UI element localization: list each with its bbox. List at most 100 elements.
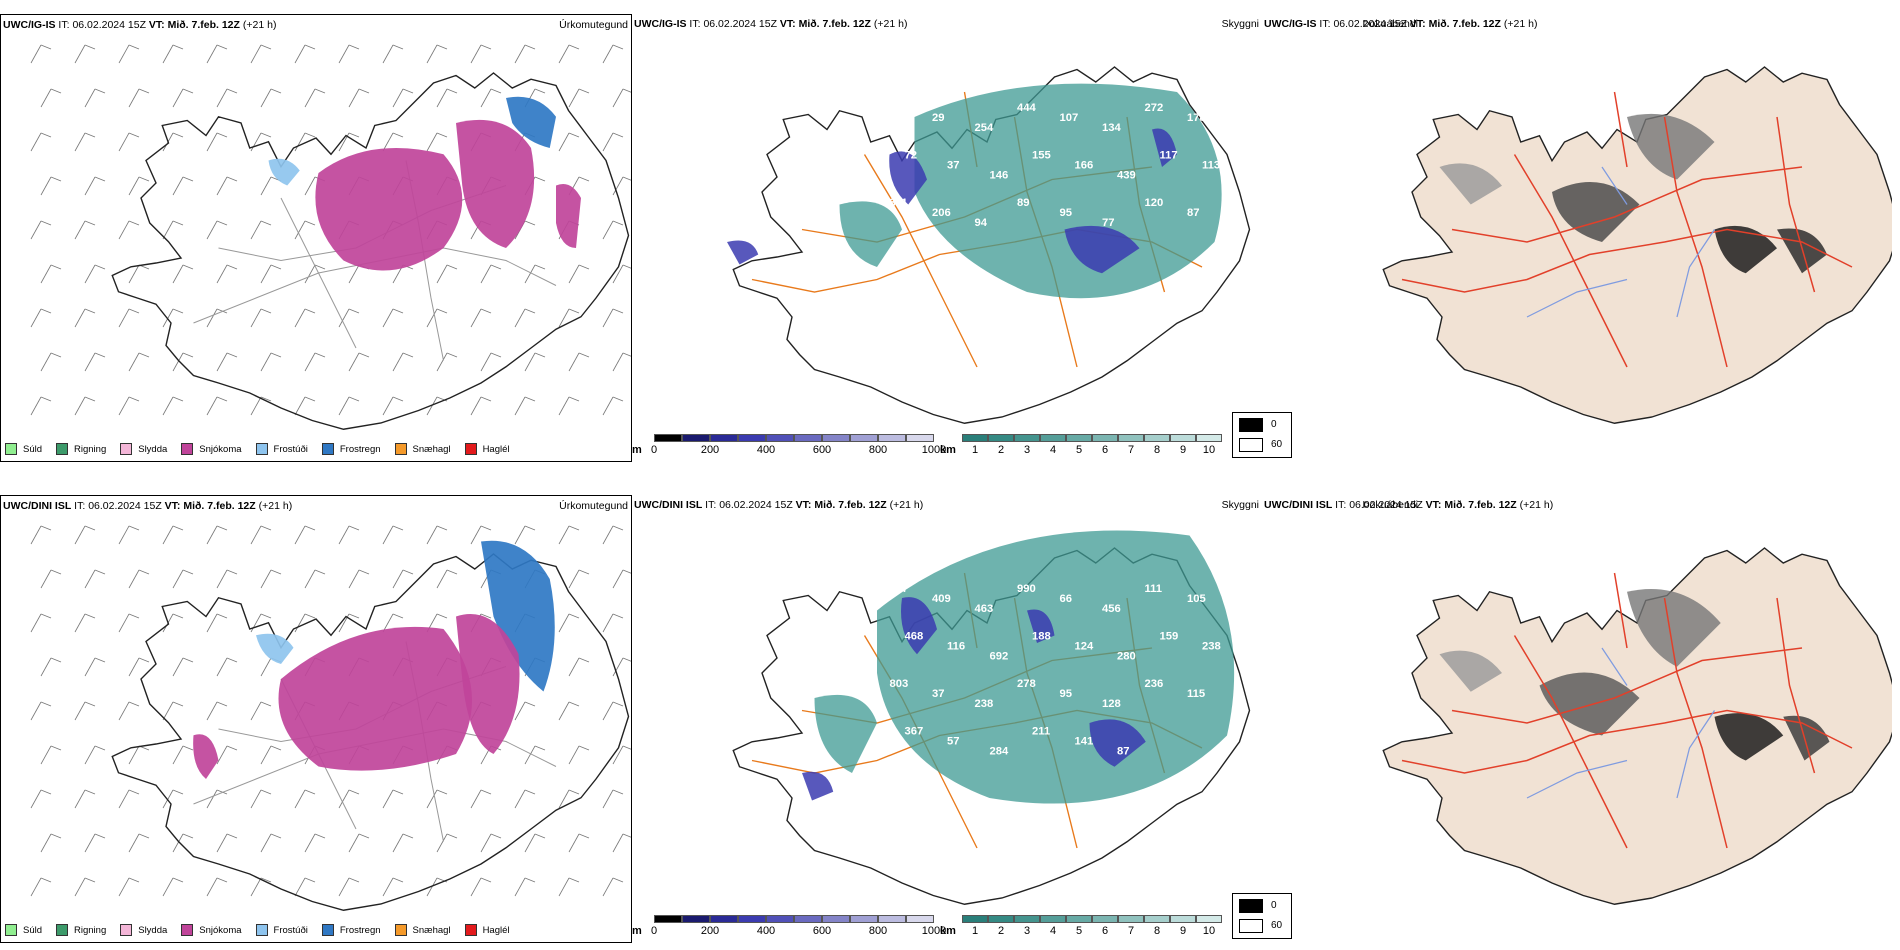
fog-legend: 0 60: [1232, 412, 1292, 458]
cloud-base-label: 37: [947, 159, 960, 171]
legend-item: Snæhagl: [394, 443, 451, 455]
wind-barb: [216, 264, 238, 284]
precip-area: [278, 626, 473, 771]
wind-barb: [40, 657, 62, 677]
colorbar-tick: 2: [997, 444, 1005, 456]
wind-barb: [84, 88, 106, 108]
legend-swatch: [394, 443, 407, 455]
wind-barb: [118, 44, 140, 64]
wind-barb: [612, 264, 631, 284]
wind-barb: [338, 877, 360, 897]
wind-barb: [392, 833, 414, 853]
colorbar-unit: km: [940, 925, 956, 937]
wind-barb: [304, 833, 326, 853]
wind-barb: [382, 396, 404, 416]
panel-title: UWC/DINI ISL IT: 06.02.2024 15Z VT: Mið.…: [1264, 499, 1554, 511]
wind-barb: [74, 613, 96, 633]
legend-item: Snjókoma: [181, 443, 242, 455]
wind-barb: [612, 352, 631, 372]
wind-barb: [558, 613, 580, 633]
wind-barb: [426, 525, 448, 545]
wind-barb: [602, 44, 624, 64]
colorbar-segment: [1014, 434, 1040, 442]
fog-legend: 0 60: [1232, 893, 1292, 939]
wind-barb: [206, 396, 228, 416]
wind-barb: [436, 352, 458, 372]
wind-barb: [206, 525, 228, 545]
colorbar-segment: [710, 434, 738, 442]
fog-indicator-area: [1539, 672, 1640, 736]
legend-label: Frostúði: [273, 443, 308, 455]
wind-barb: [40, 88, 62, 108]
coastline: [1382, 66, 1892, 424]
legend-swatch: [181, 924, 194, 936]
colorbar-segment: [1144, 915, 1170, 923]
cloud-base-label: 105: [1187, 593, 1206, 605]
wind-barb: [118, 613, 140, 633]
precip-type-panel-row2: UWC/DINI ISL IT: 06.02.2024 15Z VT: Mið.…: [0, 495, 632, 943]
wind-barb: [30, 396, 52, 416]
cloud-base-label: 444: [1017, 102, 1037, 114]
precip-legend: Súld Rigning Slydda Snjókoma Frostúði Frostre…: [5, 924, 510, 936]
cloud-base-label: 124: [1075, 640, 1095, 652]
wind-barb: [216, 745, 238, 765]
colorbar-tick: 1: [971, 925, 979, 937]
wind-barb: [602, 132, 624, 152]
wind-barb: [338, 789, 360, 809]
wind-barb: [40, 264, 62, 284]
legend-swatch: [321, 924, 334, 936]
wind-barb: [602, 789, 624, 809]
ceiling-area: [889, 151, 927, 205]
wind-barb: [118, 220, 140, 240]
model-name: UWC/IG-IS: [1264, 18, 1317, 30]
cloud-base-label: 272: [1145, 102, 1164, 114]
cloud-base-label: 159: [1160, 630, 1179, 642]
colorbar-segment: [766, 915, 794, 923]
wind-barb: [162, 308, 184, 328]
cloud-base-panel-row2: UWC/DINI ISL IT: 06.02.2024 15Z VT: Mið.…: [632, 495, 1262, 943]
colorbar-tick: 800: [868, 925, 888, 937]
cloud-base-label: 463: [975, 603, 994, 615]
wind-barb: [568, 833, 590, 853]
cloud-base-label: 117: [1160, 149, 1178, 161]
fog-indicator-area: [1714, 225, 1777, 274]
fog-indicator-area: [1627, 588, 1721, 667]
cloud-base-label: 107: [1060, 112, 1079, 124]
wind-barb: [612, 176, 631, 196]
colorbar-segment: [1066, 915, 1092, 923]
colorbar-tick: 8: [1153, 925, 1161, 937]
wind-barb: [294, 613, 316, 633]
wind-barb: [436, 264, 458, 284]
cloud-base-label: 178: [1187, 112, 1206, 124]
wind-barb: [74, 877, 96, 897]
wind-barb: [250, 525, 272, 545]
wind-barb: [128, 352, 150, 372]
roads: [1401, 91, 1853, 368]
wind-barb: [172, 176, 194, 196]
coastline: [732, 66, 1251, 424]
wind-barb: [30, 220, 52, 240]
valid-time: Mið. 7.feb. 12Z: [183, 500, 256, 512]
colorbar-unit: km: [940, 444, 956, 456]
colorbar-tick: 2: [997, 925, 1005, 937]
colorbar-segment: [794, 915, 822, 923]
cloud-base-label: 238: [975, 698, 994, 710]
precip-type-panel-row1: UWC/IG-IS IT: 06.02.2024 15Z VT: Mið. 7.…: [0, 14, 632, 462]
cloud-base-label: 94: [975, 217, 988, 229]
legend-label: Haglél: [482, 443, 510, 455]
colorbar-segment: [962, 915, 988, 923]
wind-barb: [30, 701, 52, 721]
colorbar-tick: 10: [1202, 925, 1216, 937]
wind-barb: [206, 789, 228, 809]
wind-barb: [30, 308, 52, 328]
colorbar-segment: [822, 915, 850, 923]
fog-indicator-area: [1552, 182, 1640, 242]
wind-barb: [206, 220, 228, 240]
wind-barb: [294, 220, 316, 240]
legend-swatch: [56, 924, 69, 936]
wind-barb: [118, 308, 140, 328]
wind-barb: [294, 525, 316, 545]
legend-label: Snjókoma: [199, 443, 242, 455]
legend-swatch: [120, 443, 133, 455]
fog-panel-row1: UWC/IG-IS IT: 06.02.2024 15Z VT: Mið. 7.…: [1232, 14, 1898, 462]
